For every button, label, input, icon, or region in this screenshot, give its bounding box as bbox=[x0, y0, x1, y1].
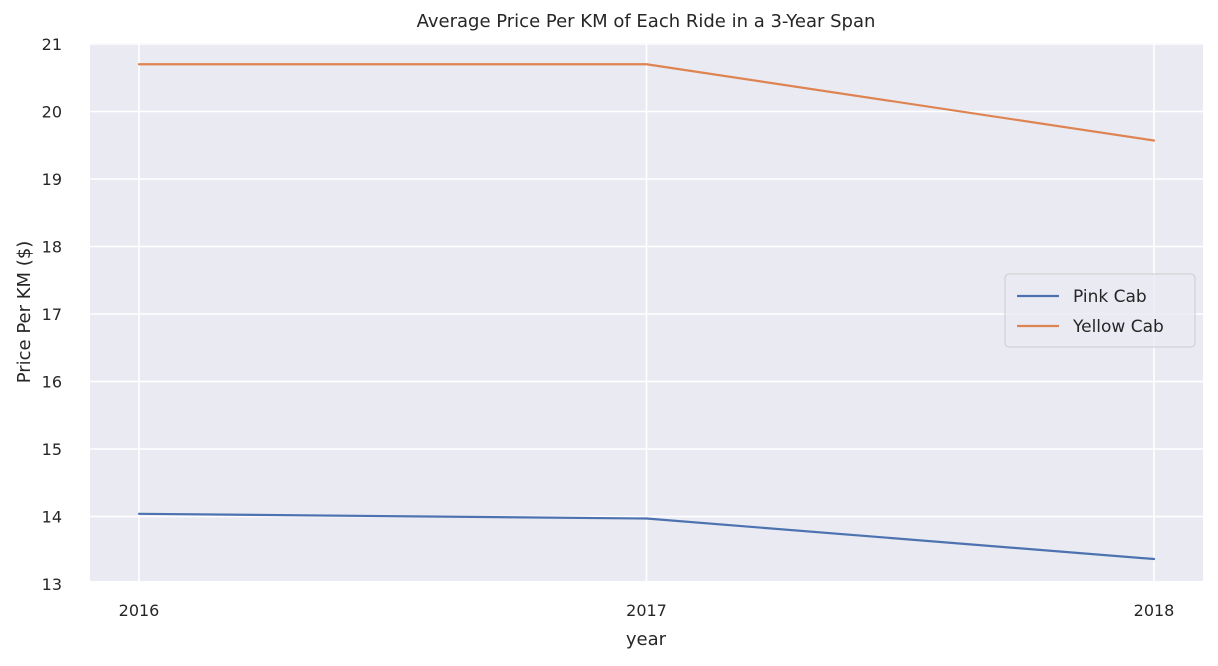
x-axis-label: year bbox=[626, 629, 667, 650]
x-tick-label: 2017 bbox=[626, 601, 667, 620]
y-tick-label: 21 bbox=[42, 35, 62, 54]
legend: Pink Cab Yellow Cab bbox=[1004, 273, 1196, 348]
y-tick-label: 15 bbox=[42, 440, 62, 459]
legend-label-pink-cab: Pink Cab bbox=[1073, 287, 1147, 307]
x-tick-label: 2018 bbox=[1134, 601, 1175, 620]
chart-title: Average Price Per KM of Each Ride in a 3… bbox=[417, 11, 876, 32]
y-tick-labels: 13 14 15 16 17 18 19 20 21 bbox=[42, 35, 62, 594]
x-tick-labels: 2016 2017 2018 bbox=[119, 601, 1175, 620]
grid-lines bbox=[90, 43, 1203, 585]
legend-label-yellow-cab: Yellow Cab bbox=[1072, 317, 1164, 337]
y-axis-label: Price Per KM ($) bbox=[14, 241, 35, 384]
y-tick-label: 20 bbox=[42, 103, 62, 122]
x-tick-label: 2016 bbox=[119, 601, 160, 620]
y-tick-label: 17 bbox=[42, 305, 62, 324]
y-tick-label: 18 bbox=[42, 238, 62, 257]
y-tick-label: 14 bbox=[42, 508, 62, 527]
y-tick-label: 16 bbox=[42, 373, 62, 392]
y-tick-label: 13 bbox=[42, 575, 62, 594]
series-layer bbox=[137, 63, 1156, 561]
legend-box bbox=[1004, 273, 1196, 348]
y-tick-label: 19 bbox=[42, 170, 62, 189]
